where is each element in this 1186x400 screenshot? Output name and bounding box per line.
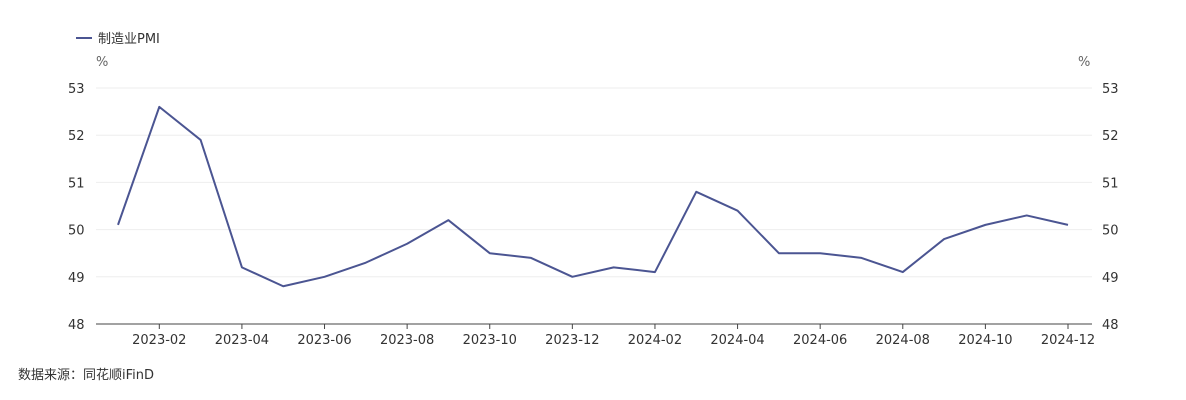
data-source-note: 数据来源：同花顺iFinD [18,368,155,383]
x-tick-label: 2024-08 [876,333,930,348]
x-tick-label: 2023-06 [297,333,351,348]
series-line-pmi [117,105,1069,288]
legend-label: 制造业PMI [98,32,160,47]
x-tick-label: 2023-04 [215,333,269,348]
y-tick-label-right: 49 [1102,271,1119,286]
legend: 制造业PMI [76,32,160,47]
y-tick-label-left: 49 [68,271,85,286]
x-tick-label: 2024-04 [710,333,764,348]
x-tick-label: 2024-02 [628,333,682,348]
y-tick-label-right: 51 [1102,176,1119,191]
x-tick-label: 2023-02 [132,333,186,348]
y-tick-label-right: 50 [1102,224,1119,239]
gridlines [96,87,1092,278]
series-layer [117,105,1069,288]
x-tick-label: 2024-12 [1041,333,1095,348]
y-tick-label-left: 52 [68,129,85,144]
y-axis-left: 48 49 50 51 52 53 [68,82,85,333]
x-tick-label: 2023-10 [463,333,517,348]
x-tick-label: 2024-06 [793,333,847,348]
y-tick-label-right: 53 [1102,82,1119,97]
y-tick-label-left: 50 [68,224,85,239]
y-tick-label-left: 48 [68,318,85,333]
x-tick-label: 2023-12 [545,333,599,348]
x-tick-label: 2024-10 [958,333,1012,348]
y-tick-label-right: 48 [1102,318,1119,333]
x-axis-ticks: 2023-02 2023-04 2023-06 2023-08 2023-10 2023-… [132,324,1095,348]
y-axis-right: 48 49 50 51 52 53 [1102,82,1119,333]
y-tick-label-left: 53 [68,82,85,97]
y-tick-label-right: 52 [1102,129,1119,144]
left-unit-label: % [96,55,108,70]
right-unit-label: % [1078,55,1090,70]
x-tick-label: 2023-08 [380,333,434,348]
y-tick-label-left: 51 [68,176,85,191]
